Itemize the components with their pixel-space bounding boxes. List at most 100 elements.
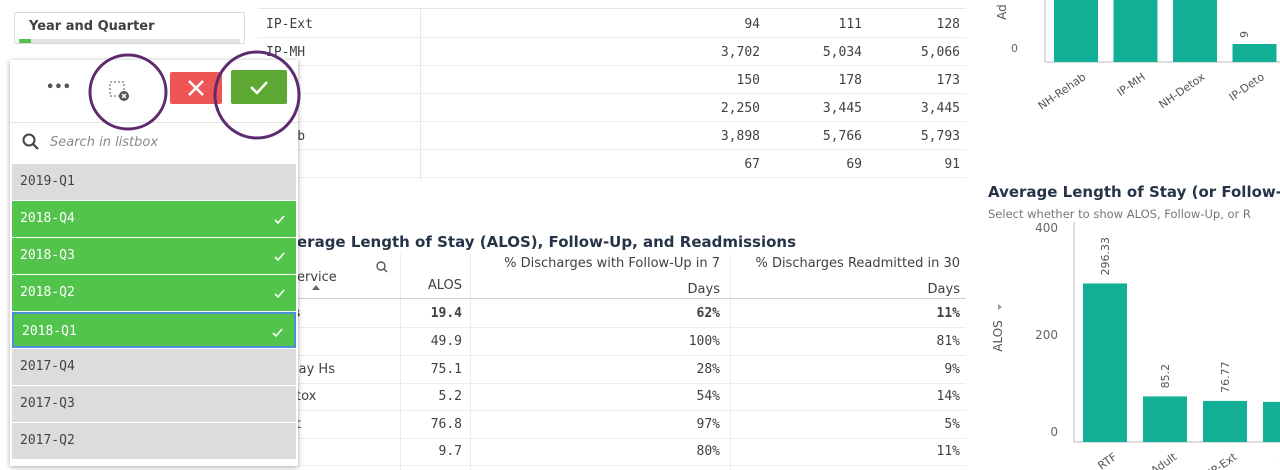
right-charts: Ad 0 NH-Rehab IP-MH NH-Detox IP-Deto 9 Average … bbox=[988, 0, 1280, 470]
row-divider bbox=[258, 465, 966, 466]
table-cell: 178 bbox=[838, 73, 862, 88]
list-item[interactable]: 2018-Q4 bbox=[12, 201, 296, 238]
bar bbox=[1113, 0, 1158, 62]
column-divider bbox=[420, 9, 421, 181]
list-item-label: 2017-Q4 bbox=[20, 359, 75, 374]
selection-bar bbox=[19, 39, 31, 43]
table-cell: 3,898 bbox=[720, 129, 760, 144]
row-divider bbox=[258, 410, 966, 411]
x-tick-label: y H bbox=[1277, 450, 1280, 470]
annotation-circles bbox=[88, 50, 301, 140]
bar bbox=[1232, 44, 1277, 62]
header-divider bbox=[258, 298, 966, 299]
table-cell: 3,445 bbox=[822, 101, 862, 116]
column-header[interactable]: % Discharges with Follow-Up in 7 Days bbox=[504, 256, 720, 297]
table-cell: 5,066 bbox=[920, 45, 960, 60]
search-box[interactable]: Search in listbox bbox=[10, 122, 298, 163]
y-tick-label: 200 bbox=[1035, 328, 1058, 342]
column-divider bbox=[470, 254, 471, 470]
table-cell: 19.4 bbox=[430, 306, 462, 321]
row-divider bbox=[258, 149, 966, 150]
listbox-popup: ••• Search in listbox 2019-Q1 2018-Q4 2018… bbox=[10, 60, 298, 466]
list-item[interactable]: 2017-Q4 bbox=[12, 349, 296, 386]
table-cell: 173 bbox=[936, 73, 960, 88]
x-tick-label: NH-Detox bbox=[1157, 70, 1208, 111]
table-cell: 54% bbox=[696, 389, 720, 404]
axis-title: Ad bbox=[995, 4, 1009, 20]
row-divider bbox=[258, 93, 966, 94]
table-cell: 5,034 bbox=[822, 45, 862, 60]
column-header[interactable]: ervice bbox=[297, 270, 337, 285]
row-divider bbox=[258, 355, 966, 356]
check-icon bbox=[272, 328, 283, 338]
axis-menu-icon bbox=[998, 304, 1002, 310]
confirm-button[interactable] bbox=[231, 70, 287, 104]
table-cell: 94 bbox=[744, 17, 760, 32]
header-icons[interactable] bbox=[308, 260, 388, 300]
table-cell: 91 bbox=[944, 157, 960, 172]
table-cell: 80% bbox=[696, 444, 720, 459]
bar bbox=[1173, 0, 1217, 62]
value-label: 296.33 bbox=[1099, 237, 1112, 276]
column-header[interactable]: % Discharges Readmitted in 30 Days bbox=[755, 256, 960, 297]
bar bbox=[1143, 396, 1187, 442]
search-placeholder: Search in listbox bbox=[50, 135, 159, 150]
list-item-label: 2018-Q4 bbox=[20, 211, 75, 226]
column-header[interactable]: ALOS bbox=[427, 278, 462, 293]
row-divider bbox=[258, 437, 966, 439]
bar bbox=[1083, 283, 1127, 442]
bar bbox=[1054, 0, 1098, 62]
top-table: IP-Ext94111128IP-MH3,7025,0345,066hab150… bbox=[258, 8, 966, 181]
table-cell: 100% bbox=[688, 334, 720, 349]
check-icon bbox=[274, 252, 285, 262]
list-item[interactable]: 2017-Q2 bbox=[12, 423, 296, 460]
y-tick-label: 400 bbox=[1035, 221, 1058, 235]
table-cell: 69 bbox=[846, 157, 862, 172]
y-tick-label: 0 bbox=[1011, 42, 1018, 55]
value-label: 76.77 bbox=[1219, 361, 1232, 393]
filter-header[interactable]: Year and Quarter bbox=[14, 12, 245, 44]
bar bbox=[1203, 400, 1247, 442]
table-cell: 2,250 bbox=[720, 101, 760, 116]
cancel-button[interactable] bbox=[170, 72, 222, 104]
row-divider bbox=[258, 65, 966, 66]
list-item-label: 2018-Q3 bbox=[20, 248, 75, 263]
selection-track bbox=[31, 39, 240, 43]
list-item[interactable]: 2017-Q3 bbox=[12, 386, 296, 423]
table-cell: 5,793 bbox=[920, 129, 960, 144]
x-tick-label: NH-Rehab bbox=[1036, 70, 1089, 112]
row-divider bbox=[258, 121, 966, 122]
table-cell: 128 bbox=[936, 17, 960, 32]
x-tick-label: IP-Ext bbox=[1206, 450, 1240, 470]
table-cell: 5% bbox=[944, 416, 960, 432]
more-button[interactable]: ••• bbox=[46, 80, 71, 95]
row-divider bbox=[258, 37, 966, 38]
list-item-label: 2017-Q3 bbox=[20, 396, 75, 411]
bar bbox=[1263, 401, 1280, 442]
column-divider bbox=[400, 254, 401, 470]
x-tick-label: IP-Deto bbox=[1227, 70, 1267, 104]
row-divider bbox=[258, 382, 966, 384]
table-cell: 14% bbox=[936, 389, 960, 404]
column-divider bbox=[730, 254, 731, 470]
list-item[interactable]: 2019-Q1 bbox=[12, 164, 296, 201]
chart-title: Average Length of Stay (or Follow- bbox=[988, 183, 1280, 201]
table-cell: 81% bbox=[936, 334, 960, 349]
table-cell: 5,766 bbox=[822, 129, 862, 144]
table-cell: 3,702 bbox=[720, 45, 760, 60]
row-divider bbox=[258, 327, 966, 328]
table-title: erage Length of Stay (ALOS), Follow-Up, … bbox=[297, 233, 797, 251]
table-cell: 9.7 bbox=[438, 444, 462, 459]
value-label: 85.2 bbox=[1159, 364, 1172, 389]
table-cell: 11% bbox=[936, 306, 960, 321]
list-item[interactable]: 2018-Q2 bbox=[12, 275, 296, 312]
clear-selection-icon[interactable] bbox=[108, 80, 132, 102]
list-item[interactable]: 2018-Q1 bbox=[12, 312, 296, 348]
table-cell: 67 bbox=[744, 157, 760, 172]
list-item-label: 2019-Q1 bbox=[20, 174, 75, 189]
row-divider bbox=[258, 177, 966, 178]
table-cell: 5.2 bbox=[438, 389, 462, 404]
list-item[interactable]: 2018-Q3 bbox=[12, 238, 296, 275]
table-cell: 76.8 bbox=[430, 416, 462, 432]
